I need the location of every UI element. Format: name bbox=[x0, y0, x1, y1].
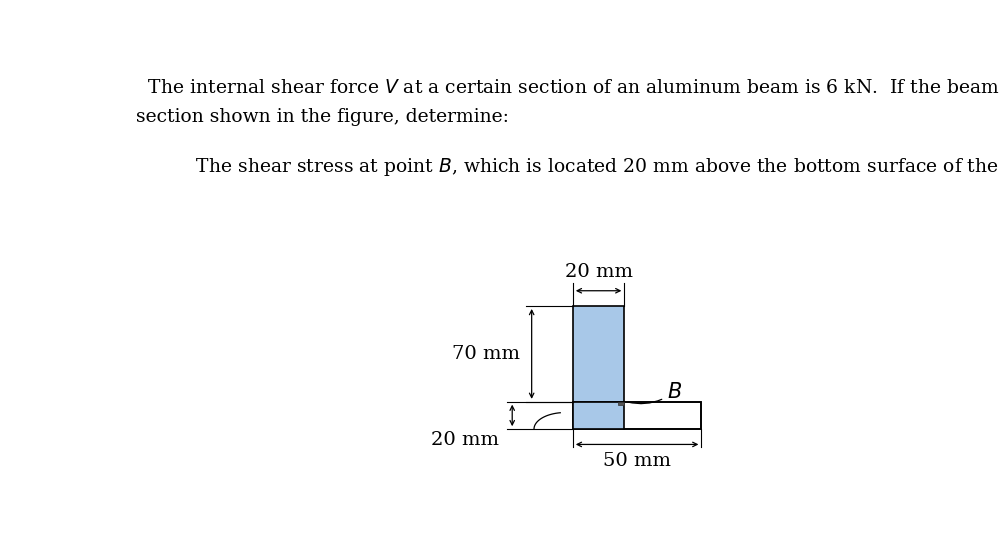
Text: section shown in the figure, determine:: section shown in the figure, determine: bbox=[135, 108, 508, 126]
Bar bbox=[618, 402, 624, 405]
Text: The shear stress at point $B$, which is located 20 mm above the bottom surface o: The shear stress at point $B$, which is … bbox=[173, 155, 1003, 178]
Bar bbox=[573, 306, 624, 402]
Bar bbox=[573, 402, 700, 429]
Bar bbox=[573, 402, 624, 429]
Bar bbox=[573, 402, 700, 429]
Text: The internal shear force $V$ at a certain section of an aluminum beam is 6 kN.  : The internal shear force $V$ at a certai… bbox=[135, 79, 1003, 97]
Text: 20 mm: 20 mm bbox=[430, 431, 498, 449]
Text: 70 mm: 70 mm bbox=[451, 345, 520, 363]
Text: 50 mm: 50 mm bbox=[603, 452, 670, 470]
Text: 20 mm: 20 mm bbox=[564, 263, 632, 281]
Text: $B$: $B$ bbox=[627, 381, 681, 404]
